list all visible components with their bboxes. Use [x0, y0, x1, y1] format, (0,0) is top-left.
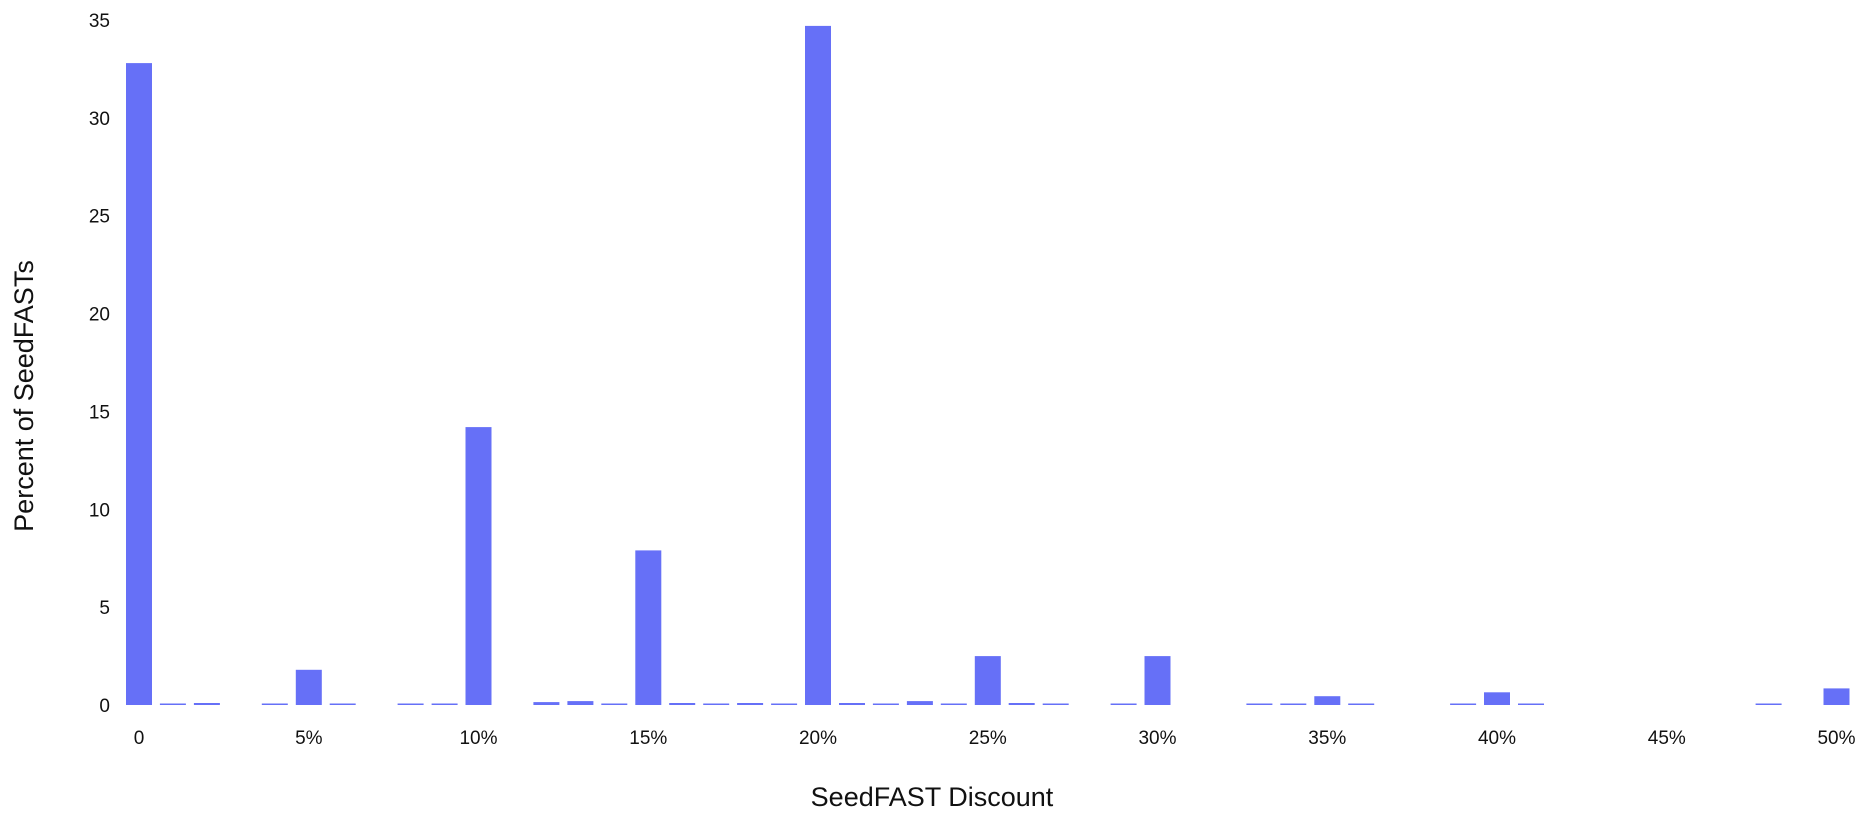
y-tick-label: 10 — [89, 500, 110, 521]
bar-23 — [906, 701, 933, 705]
bar-27 — [1042, 703, 1069, 705]
bar-19 — [771, 703, 798, 705]
bar-18 — [737, 703, 764, 705]
bar-17 — [703, 703, 730, 705]
bar-16 — [669, 703, 696, 705]
x-tick-label: 0 — [134, 728, 145, 749]
x-tick-label: 50% — [1817, 728, 1855, 749]
bar-36 — [1348, 703, 1375, 705]
y-tick-label: 30 — [89, 109, 110, 130]
x-tick-label: 35% — [1308, 728, 1346, 749]
bar-39 — [1450, 703, 1477, 705]
bar-40 — [1484, 692, 1510, 705]
bar-1 — [159, 703, 186, 705]
x-tick-label: 40% — [1478, 728, 1516, 749]
bar-35 — [1314, 696, 1341, 705]
bar-24 — [940, 703, 967, 705]
x-tick-label: 5% — [295, 728, 323, 749]
bar-13 — [567, 701, 594, 705]
bar-22 — [872, 703, 899, 705]
x-axis-title: SeedFAST Discount — [811, 782, 1054, 812]
bar-6 — [329, 703, 356, 705]
bar-34 — [1280, 703, 1307, 705]
bar-48 — [1755, 703, 1782, 705]
bar-10 — [465, 427, 492, 705]
bars-layer — [126, 25, 1850, 706]
bar-21 — [839, 703, 865, 705]
y-tick-label: 5 — [99, 598, 110, 619]
y-tick-label: 0 — [99, 696, 110, 717]
bar-29 — [1110, 703, 1137, 705]
bar-12 — [533, 702, 560, 705]
bar-33 — [1246, 703, 1273, 705]
x-tick-label: 20% — [799, 728, 837, 749]
bar-14 — [601, 703, 628, 705]
bar-41 — [1518, 703, 1544, 705]
y-tick-label: 20 — [89, 305, 110, 326]
bar-50 — [1823, 688, 1850, 705]
bar-5 — [295, 669, 322, 705]
y-tick-label: 15 — [89, 402, 110, 423]
bar-9 — [431, 703, 458, 705]
bar-26 — [1008, 703, 1035, 705]
x-tick-label: 30% — [1138, 728, 1176, 749]
bar-20 — [805, 25, 831, 705]
bar-8 — [397, 703, 424, 705]
x-axis-ticks: 0 5% 10% 15% 20% 25% 30% 35% 40% 45% 50% — [134, 728, 1856, 749]
y-axis-title: Percent of SeedFASTs — [9, 260, 39, 532]
y-tick-label: 35 — [89, 11, 110, 32]
bar-30 — [1144, 656, 1171, 705]
x-tick-label: 10% — [459, 728, 497, 749]
bar-25 — [974, 656, 1001, 705]
bar-0 — [126, 63, 152, 706]
x-tick-label: 15% — [629, 728, 667, 749]
bar-2 — [193, 703, 220, 705]
bar-4 — [261, 703, 288, 705]
y-axis-ticks: 0 5 10 15 20 25 30 35 — [89, 11, 110, 717]
y-tick-label: 25 — [89, 207, 110, 228]
bar-15 — [635, 550, 662, 705]
x-tick-label: 25% — [969, 728, 1007, 749]
x-tick-label: 45% — [1648, 728, 1686, 749]
